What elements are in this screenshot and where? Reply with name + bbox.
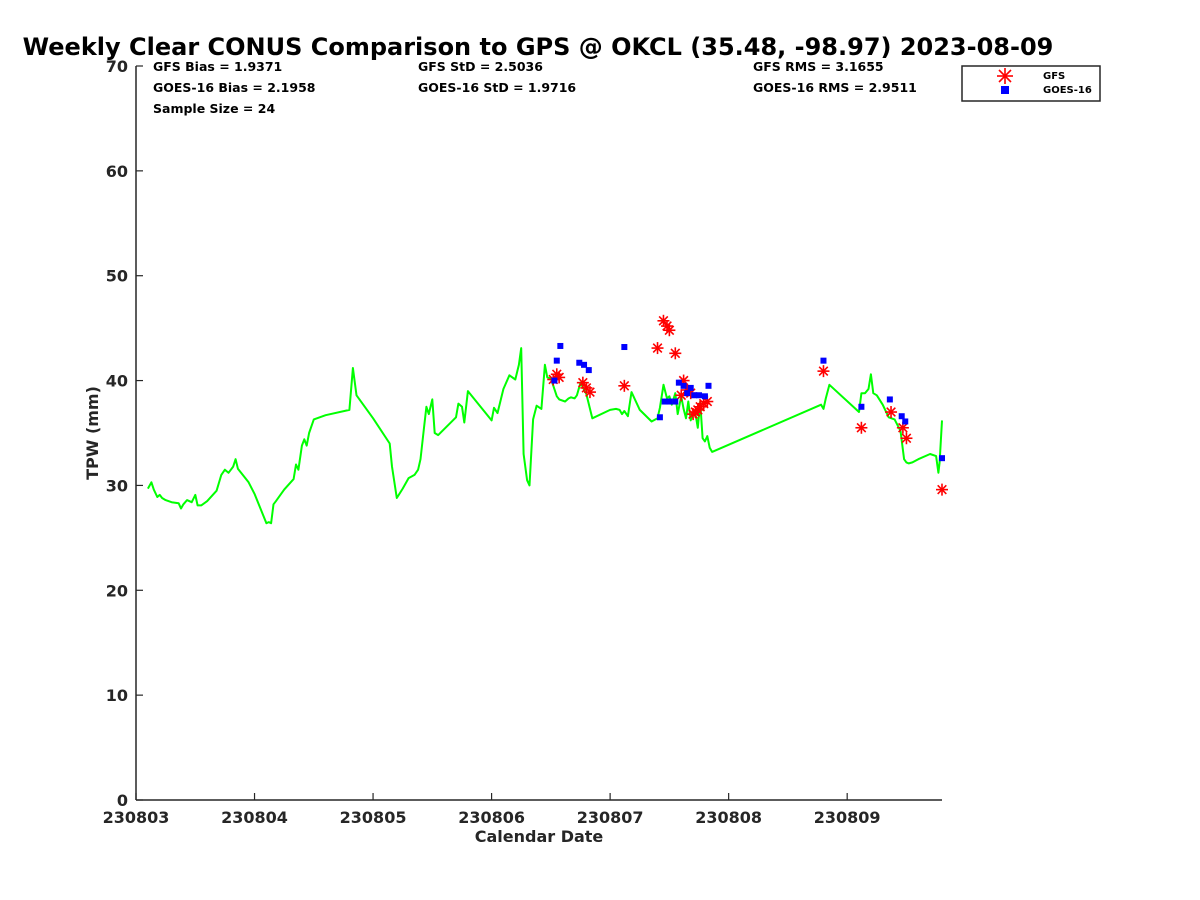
gfs-point-11 — [669, 347, 682, 360]
chart-title: Weekly Clear CONUS Comparison to GPS @ O… — [23, 33, 1054, 61]
goes-16-point-10 — [672, 398, 679, 405]
x-ticks: 230803 230804 230805 230806 230807 230808 2308… — [103, 793, 881, 827]
goes-16-point-1 — [553, 357, 560, 364]
y-tick-label-6: 60 — [106, 162, 128, 181]
gfs-point-23 — [855, 421, 868, 434]
goes-16-point-3 — [576, 359, 583, 366]
gfs-rms-text: GFS RMS = 3.1655 — [753, 59, 884, 74]
goes-16-point-24 — [939, 455, 945, 462]
goes-16-point-15 — [691, 392, 698, 399]
goes-16-point-9 — [666, 398, 673, 405]
goes-16-point-7 — [656, 414, 663, 421]
goes-std-text: GOES-16 StD = 1.9716 — [418, 80, 576, 95]
legend: GFS GOES-16 — [961, 65, 1101, 102]
goes-16-point-17 — [701, 393, 708, 400]
goes-bias-text: GOES-16 Bias = 2.1958 — [153, 80, 315, 95]
y-tick-label-7: 70 — [106, 57, 128, 76]
goes-16-point-16 — [696, 392, 703, 399]
goes-16-point-6 — [621, 344, 628, 351]
goes-16-point-12 — [680, 382, 687, 389]
goes-16-point-0 — [551, 377, 558, 384]
goes-16-point-5 — [585, 367, 592, 374]
goes-16-point-4 — [581, 361, 588, 368]
legend-gfs-marker — [997, 68, 1013, 84]
legend-goes-label: GOES-16 — [1043, 85, 1092, 96]
x-tick-label-5: 230808 — [695, 808, 762, 827]
legend-gfs-label: GFS — [1043, 71, 1065, 82]
y-ticks: 0 10 20 30 40 50 60 70 — [106, 57, 143, 810]
gfs-point-26 — [900, 432, 913, 445]
goes-16-point-2 — [557, 342, 564, 349]
goes-16-point-14 — [687, 384, 694, 391]
gfs-point-27 — [936, 483, 948, 496]
y-tick-label-3: 30 — [106, 476, 128, 495]
goes-16-point-23 — [902, 418, 909, 425]
gfs-bias-text: GFS Bias = 1.9371 — [153, 59, 282, 74]
y-axis-label: TPW (mm) — [83, 386, 102, 480]
gfs-point-6 — [618, 379, 631, 392]
axes — [135, 66, 942, 801]
gps-line — [147, 347, 943, 525]
y-tick-label-2: 20 — [106, 581, 128, 600]
goes-16-point-8 — [661, 398, 668, 405]
gfs-point-10 — [663, 324, 676, 337]
goes-16-point-13 — [684, 390, 691, 397]
y-tick-label-5: 50 — [106, 267, 128, 286]
y-tick-label-4: 40 — [106, 372, 128, 391]
gfs-point-7 — [651, 342, 664, 355]
legend-goes-marker — [1001, 86, 1009, 94]
goes-16-point-19 — [820, 357, 827, 364]
x-tick-label-0: 230803 — [103, 808, 170, 827]
goes-16-point-18 — [705, 382, 712, 389]
goes-16-point-11 — [675, 379, 682, 386]
series-layer — [147, 314, 948, 525]
x-tick-label-2: 230805 — [340, 808, 407, 827]
gfs-point-22 — [817, 365, 830, 378]
goes-rms-text: GOES-16 RMS = 2.9511 — [753, 80, 917, 95]
gfs-point-24 — [885, 406, 898, 419]
x-tick-label-3: 230806 — [458, 808, 525, 827]
goes-16-point-22 — [898, 413, 905, 420]
legend-box — [961, 65, 1101, 102]
gfs-point-5 — [583, 386, 596, 399]
sample-size-text: Sample Size = 24 — [153, 101, 275, 116]
goes-16-point-20 — [858, 403, 865, 410]
x-tick-label-1: 230804 — [221, 808, 288, 827]
stats-block: GFS Bias = 1.9371 GOES-16 Bias = 2.1958 … — [153, 59, 917, 116]
x-tick-label-6: 230809 — [814, 808, 881, 827]
goes-16-point-21 — [886, 396, 893, 403]
x-axis-label: Calendar Date — [475, 827, 604, 846]
y-tick-label-0: 0 — [117, 791, 128, 810]
y-tick-label-1: 10 — [106, 686, 128, 705]
gfs-std-text: GFS StD = 2.5036 — [418, 59, 543, 74]
x-tick-label-4: 230807 — [577, 808, 644, 827]
